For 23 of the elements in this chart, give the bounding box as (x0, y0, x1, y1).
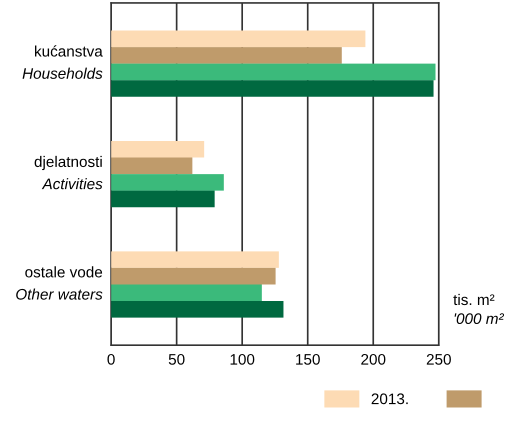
y-tick-label: kućanstva Households (22, 45, 103, 79)
x-tick-label: 50 (168, 354, 185, 365)
bar (111, 140, 204, 158)
bar (111, 158, 192, 174)
x-tick-label: 100 (230, 354, 254, 365)
bar (111, 80, 434, 97)
x-tick-label: 250 (426, 354, 451, 365)
x-tick-label: 200 (361, 354, 386, 365)
bar (111, 30, 366, 48)
y-tick-label: ostale vode Other waters (16, 266, 102, 300)
legend-label: 2013. (372, 393, 408, 404)
y-tick-label: djelatnosti Activities (34, 156, 102, 190)
x-tick-label: 150 (296, 354, 320, 365)
bar (111, 190, 215, 208)
bar (111, 284, 262, 302)
bar (111, 64, 436, 80)
x-tick-label: 0 (107, 354, 115, 365)
x-axis-title: tis. m² '000 m² (453, 294, 504, 324)
bar (111, 251, 279, 268)
bar (111, 47, 342, 64)
bar (111, 301, 284, 318)
bar (111, 174, 224, 191)
bar (111, 268, 276, 284)
